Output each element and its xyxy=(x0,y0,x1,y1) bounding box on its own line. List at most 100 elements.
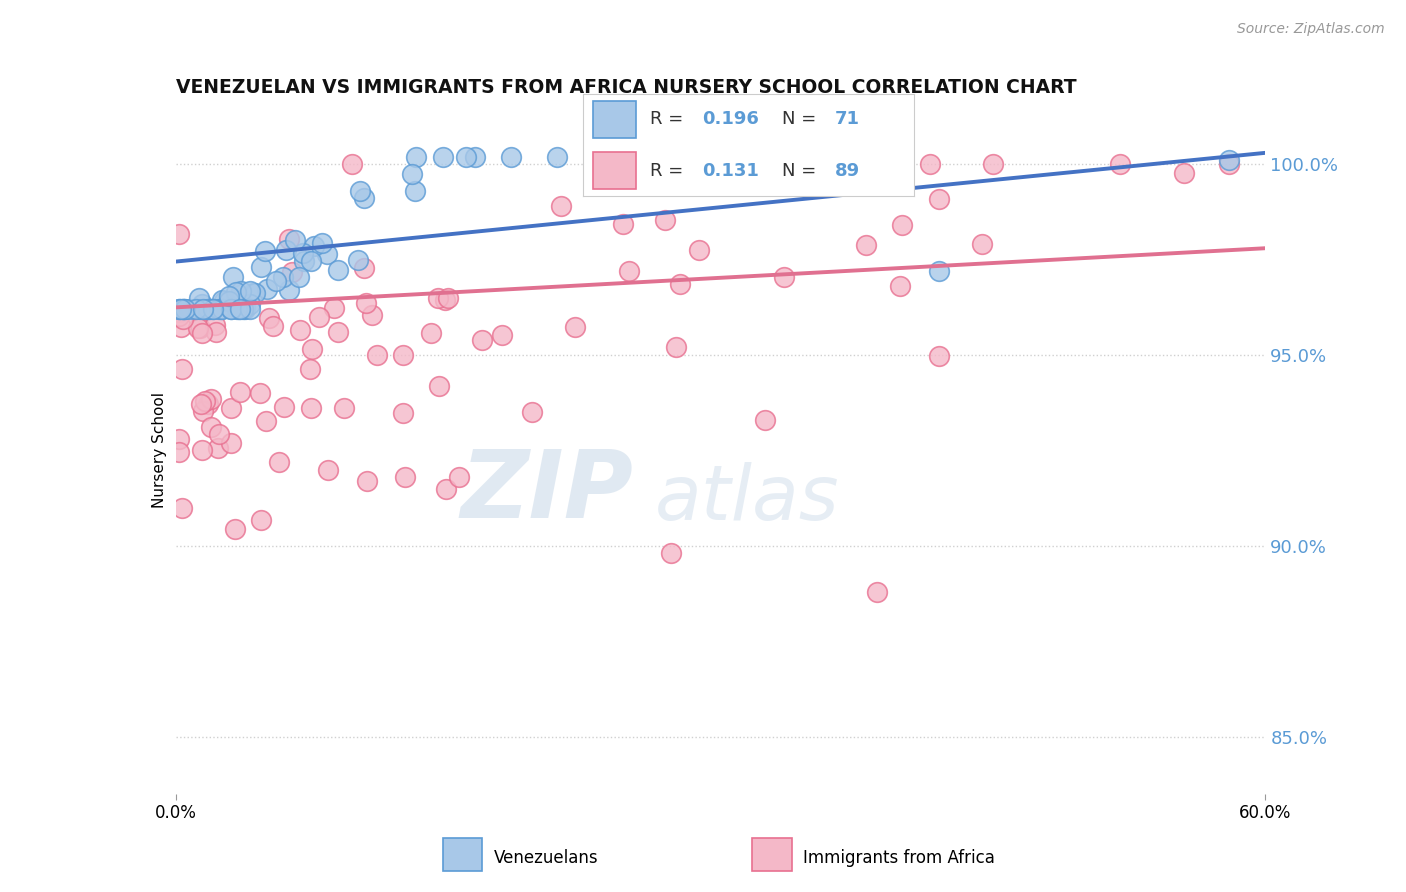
Point xyxy=(264,274,287,288)
Point xyxy=(188,302,211,317)
Point xyxy=(284,233,307,247)
Point xyxy=(328,325,350,339)
Point xyxy=(564,319,586,334)
Point xyxy=(349,184,371,198)
Point xyxy=(316,462,339,476)
Point xyxy=(187,291,209,305)
Point xyxy=(276,243,298,257)
Text: Source: ZipAtlas.com: Source: ZipAtlas.com xyxy=(1237,22,1385,37)
Point xyxy=(454,150,477,164)
Point xyxy=(219,401,242,416)
Point xyxy=(169,305,191,319)
Point xyxy=(239,297,262,311)
Point xyxy=(392,406,415,420)
Point xyxy=(250,513,273,527)
Point xyxy=(328,262,350,277)
Point xyxy=(179,302,201,317)
Point xyxy=(201,302,224,317)
Point xyxy=(197,302,219,317)
Point xyxy=(211,302,233,317)
Point xyxy=(754,413,776,427)
Text: VENEZUELAN VS IMMIGRANTS FROM AFRICA NURSERY SCHOOL CORRELATION CHART: VENEZUELAN VS IMMIGRANTS FROM AFRICA NUR… xyxy=(176,78,1077,97)
Point xyxy=(464,150,486,164)
Point xyxy=(437,291,460,305)
Point xyxy=(292,253,315,268)
Point xyxy=(659,546,682,560)
Point xyxy=(172,302,194,317)
Text: Immigrants from Africa: Immigrants from Africa xyxy=(803,849,994,867)
Point xyxy=(342,157,364,171)
Point xyxy=(278,283,301,297)
Point xyxy=(191,302,214,317)
Text: R =: R = xyxy=(650,161,689,179)
Point xyxy=(229,285,252,299)
Point xyxy=(273,400,295,414)
Point xyxy=(271,270,294,285)
Text: ZIP: ZIP xyxy=(461,446,633,538)
Point xyxy=(172,312,194,326)
Point xyxy=(225,293,247,307)
Point xyxy=(299,401,322,415)
Point xyxy=(311,235,333,250)
Point xyxy=(254,414,277,428)
Point xyxy=(471,333,494,347)
Point xyxy=(277,232,299,246)
Point xyxy=(401,167,423,181)
Point xyxy=(928,264,950,278)
Point xyxy=(233,302,256,317)
Point xyxy=(242,286,264,301)
Point xyxy=(254,244,277,258)
Point xyxy=(290,323,312,337)
Point xyxy=(184,302,207,317)
Point xyxy=(356,475,378,489)
Point xyxy=(366,348,388,362)
Point xyxy=(1109,157,1132,171)
Point xyxy=(212,294,235,309)
Point xyxy=(239,284,262,298)
Point xyxy=(394,470,416,484)
Point xyxy=(981,157,1004,171)
Point xyxy=(391,348,413,362)
Point xyxy=(546,150,568,164)
Point xyxy=(191,296,214,310)
Point xyxy=(353,261,375,276)
Point xyxy=(187,321,209,335)
Point xyxy=(772,270,794,285)
Point xyxy=(190,326,212,340)
Point xyxy=(889,279,911,293)
Point xyxy=(928,349,950,363)
Point xyxy=(256,282,278,296)
Point xyxy=(520,405,543,419)
Text: Venezuelans: Venezuelans xyxy=(494,849,598,867)
Point xyxy=(174,302,197,317)
Point xyxy=(249,260,271,274)
Point xyxy=(225,285,247,300)
Point xyxy=(257,310,280,325)
Point xyxy=(654,212,676,227)
Point xyxy=(346,253,368,268)
Point xyxy=(550,199,572,213)
Point xyxy=(190,320,212,334)
Point xyxy=(1218,157,1240,171)
Point xyxy=(202,302,225,317)
Bar xyxy=(593,101,637,137)
Point xyxy=(191,404,214,418)
Point xyxy=(232,302,254,317)
Point xyxy=(169,302,191,317)
Point xyxy=(208,427,231,442)
Point xyxy=(229,385,252,400)
Point xyxy=(499,150,522,164)
Point xyxy=(970,236,993,251)
Point xyxy=(434,482,457,496)
Point xyxy=(316,246,339,260)
Point xyxy=(427,378,450,392)
Text: N =: N = xyxy=(782,161,821,179)
Text: 0.196: 0.196 xyxy=(703,111,759,128)
Point xyxy=(173,302,195,317)
Text: 89: 89 xyxy=(835,161,859,179)
Point xyxy=(288,269,311,284)
Point xyxy=(218,289,240,303)
Point xyxy=(219,302,242,317)
Point xyxy=(447,470,470,484)
Point xyxy=(865,584,887,599)
